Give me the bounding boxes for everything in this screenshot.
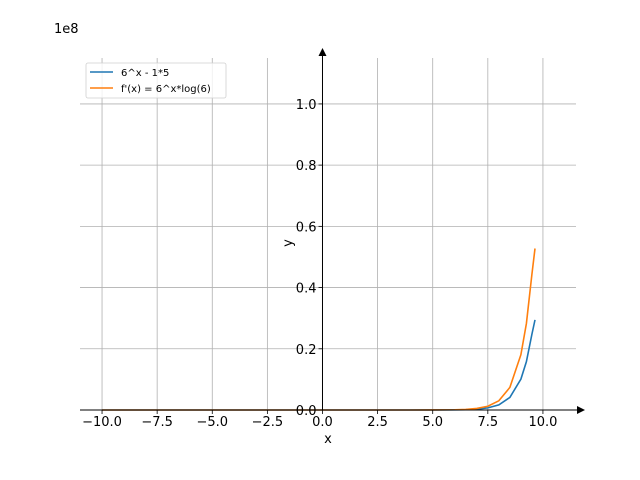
legend: 6^x - 1*5 f'(x) = 6^x*log(6) xyxy=(85,62,227,99)
y-tick-label: 0.4 xyxy=(296,282,317,297)
x-tick-label: 5.0 xyxy=(422,415,443,430)
y-tick-label: 0.0 xyxy=(296,404,317,419)
legend-label-series-1: 6^x - 1*5 xyxy=(121,68,169,79)
y-axis-label: y xyxy=(281,239,296,247)
y-tick-label: 0.6 xyxy=(296,220,317,235)
x-tick-label: 2.5 xyxy=(367,415,388,430)
ticks: −10.0 −7.5 −5.0 −2.5 0.0 2.5 5.0 7.5 10.0 0.0 0.2 0… xyxy=(82,98,557,430)
y-axis-arrow xyxy=(318,48,327,56)
x-tick-label: −10.0 xyxy=(82,415,122,430)
series-line-2 xyxy=(102,248,536,411)
y-offset-text: 1e8 xyxy=(54,22,79,37)
axes xyxy=(80,48,585,414)
series-layer xyxy=(102,248,536,411)
x-tick-label: 10.0 xyxy=(528,415,557,430)
x-tick-label: 7.5 xyxy=(477,415,498,430)
x-axis-arrow xyxy=(577,406,585,414)
y-tick-label: 0.8 xyxy=(296,159,317,174)
x-axis-label: x xyxy=(324,432,332,447)
legend-frame xyxy=(85,62,227,99)
legend-label-series-2: f'(x) = 6^x*log(6) xyxy=(121,84,211,95)
x-tick-label: −2.5 xyxy=(252,415,284,430)
x-tick-label: −7.5 xyxy=(141,415,173,430)
grid xyxy=(80,58,576,411)
y-tick-label: 1.0 xyxy=(296,98,317,113)
x-tick-label: −5.0 xyxy=(196,415,228,430)
series-line-1 xyxy=(102,319,536,411)
y-tick-label: 0.2 xyxy=(296,343,317,358)
x-tick-label: 0.0 xyxy=(312,415,333,430)
